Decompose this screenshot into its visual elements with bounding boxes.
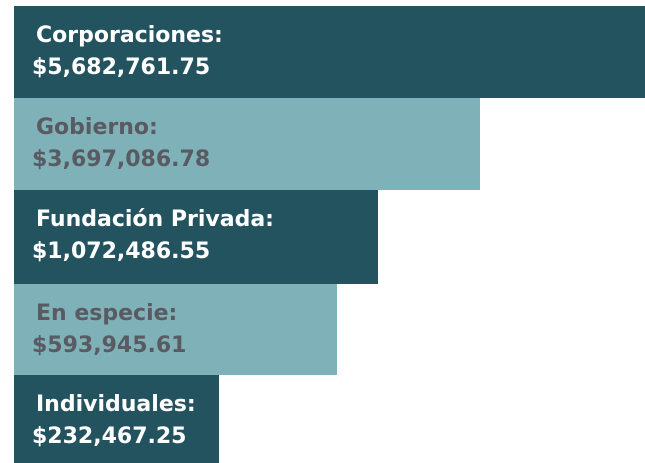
amount-label: $593,945.61 xyxy=(32,333,187,358)
category-label: Individuales: xyxy=(36,392,196,417)
category-label: Fundación Privada: xyxy=(36,207,274,232)
category-label: Gobierno: xyxy=(36,115,158,140)
bar: En especie: $593,945.61 xyxy=(14,284,337,375)
category-label: En especie: xyxy=(36,301,178,326)
bar: Individuales: $232,467.25 xyxy=(14,375,219,463)
bar: Fundación Privada: $1,072,486.55 xyxy=(14,190,378,284)
amount-label: $232,467.25 xyxy=(32,424,187,449)
amount-label: $5,682,761.75 xyxy=(32,55,211,80)
amount-label: $1,072,486.55 xyxy=(32,239,211,264)
amount-label: $3,697,086.78 xyxy=(32,147,211,172)
bar: Corporaciones: $5,682,761.75 xyxy=(14,6,645,98)
category-label: Corporaciones: xyxy=(36,23,223,48)
bar: Gobierno: $3,697,086.78 xyxy=(14,98,480,190)
